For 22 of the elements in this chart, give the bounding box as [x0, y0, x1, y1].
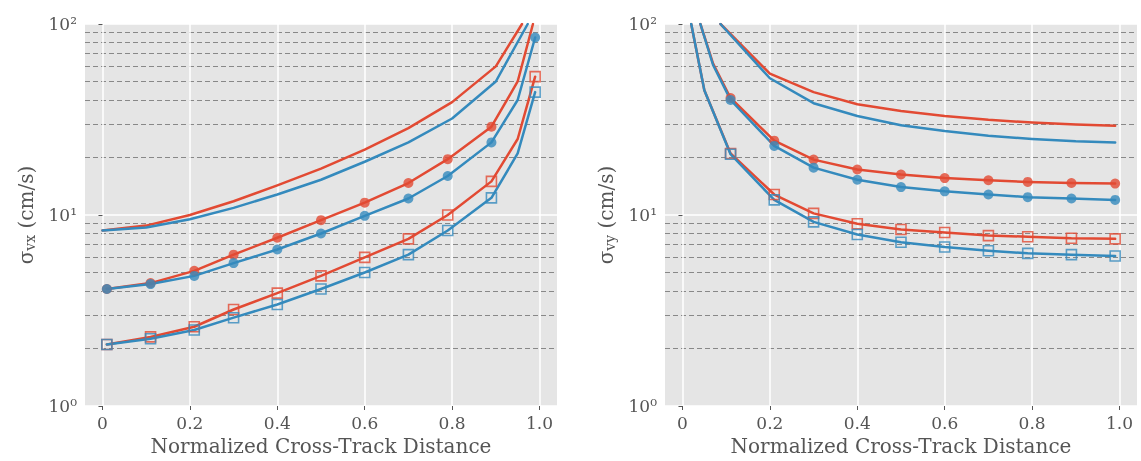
x-axis-title: Normalized Cross-Track Distance	[150, 434, 492, 458]
y-tick-label: 10⁰	[48, 396, 78, 416]
x-tick-label: 0.2	[756, 412, 784, 433]
x-tick-label: 0.4	[843, 412, 871, 433]
y-tick-label: 10²	[48, 14, 77, 34]
x-tick-label: 0.2	[176, 412, 204, 433]
x-tick-label: 1.0	[526, 412, 554, 433]
x-tick-label: 0	[97, 412, 108, 433]
x-tick-label: 0.6	[931, 412, 959, 433]
x-tick-label: 0.8	[438, 412, 466, 433]
x-tick-label: 0	[677, 412, 688, 433]
x-axis-title: Normalized Cross-Track Distance	[730, 434, 1072, 458]
y-axis-title: σvy (cm/s)	[594, 165, 618, 265]
y-axis-title: σvx (cm/s)	[14, 165, 38, 265]
x-tick-label: 1.0	[1106, 412, 1134, 433]
y-tick-label: 10²	[628, 14, 657, 34]
y-tick-label: 10¹	[628, 205, 657, 225]
x-tick-label: 0.6	[351, 412, 379, 433]
x-tick-label: 0.8	[1018, 412, 1046, 433]
x-tick-label: 0.4	[263, 412, 291, 433]
y-tick-label: 10⁰	[628, 396, 658, 416]
y-tick-label: 10¹	[48, 205, 77, 225]
